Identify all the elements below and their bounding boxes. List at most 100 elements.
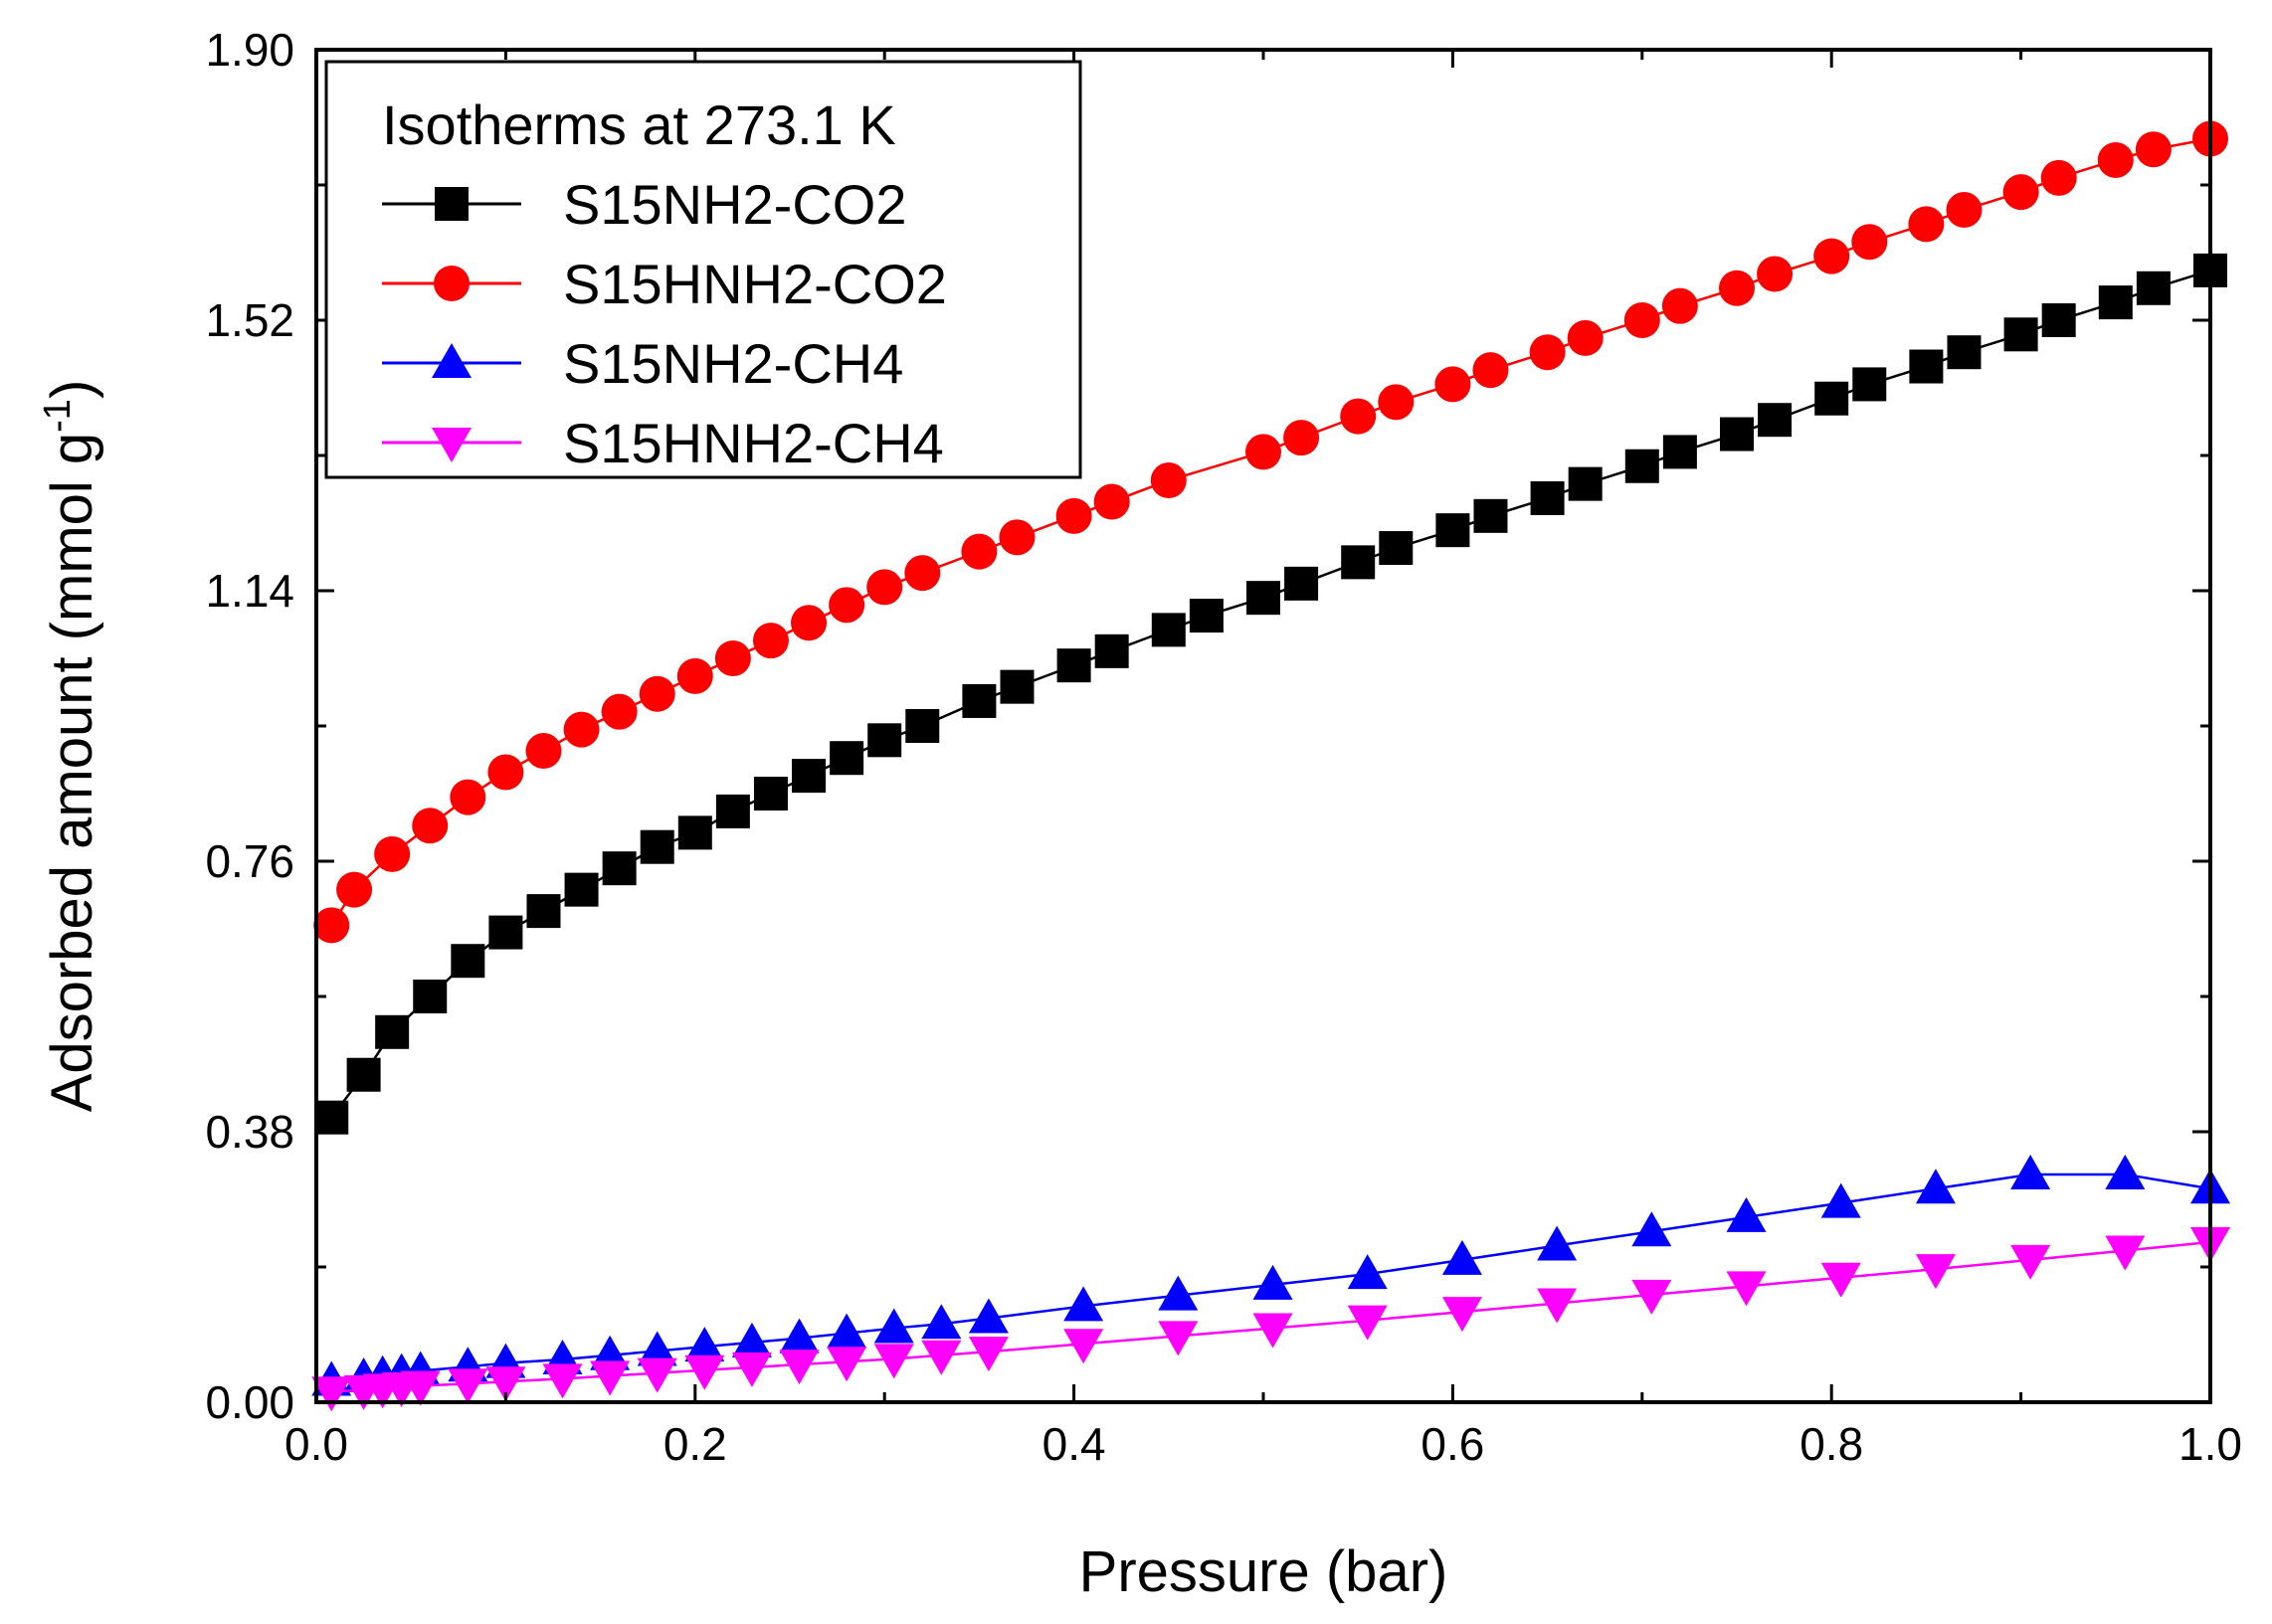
data-point (962, 683, 997, 718)
data-point (346, 1057, 381, 1092)
x-tick-label: 0.6 (1420, 1418, 1484, 1470)
data-point (639, 675, 675, 712)
data-point (448, 1368, 488, 1404)
series-S15NH2-CO2 (314, 253, 2227, 1135)
data-point (827, 1347, 867, 1382)
data-point (485, 1366, 526, 1402)
data-point (314, 1100, 349, 1135)
data-point (1851, 224, 1888, 261)
data-point (1908, 206, 1945, 243)
y-tick-label: 0.76 (205, 835, 294, 887)
data-point (2136, 271, 2171, 305)
x-tick-label: 0.8 (1799, 1418, 1863, 1470)
legend-label: S15HNH2-CO2 (563, 253, 947, 315)
data-point (731, 1352, 772, 1387)
data-point (1347, 1254, 1388, 1290)
data-point (1340, 398, 1377, 435)
data-point (1056, 648, 1091, 683)
data-point (1820, 1262, 1861, 1298)
data-point (873, 1344, 914, 1379)
data-point (677, 815, 712, 850)
data-point (684, 1354, 725, 1390)
legend-marker (432, 343, 472, 378)
data-point (1055, 497, 1092, 534)
data-point (2097, 141, 2134, 178)
data-point (2105, 1235, 2146, 1271)
data-point (1537, 1225, 1578, 1261)
data-point (564, 872, 599, 907)
data-point (676, 657, 713, 694)
data-point (2105, 1154, 2146, 1189)
data-point (1435, 513, 1470, 548)
data-point (1726, 1196, 1767, 1232)
legend-title: Isotherms at 273.1 K (382, 93, 896, 156)
data-point (375, 1014, 410, 1049)
data-point (779, 1318, 820, 1353)
data-point (1567, 319, 1604, 356)
data-point (779, 1350, 820, 1385)
data-point (1189, 599, 1224, 633)
series-layer (311, 120, 2230, 1412)
data-point (1284, 566, 1319, 601)
data-point (1472, 352, 1509, 389)
data-point (412, 808, 449, 844)
data-point (1063, 1329, 1104, 1364)
data-point (2098, 285, 2133, 320)
legend-label: S15NH2-CO2 (563, 173, 906, 236)
data-point (1719, 270, 1755, 306)
series-S15HNH2-CO2 (313, 120, 2228, 944)
data-point (1814, 381, 1849, 416)
data-point (1820, 1182, 1861, 1218)
legend-entry: S15NH2-CH4 (382, 332, 903, 395)
data-point (829, 587, 865, 624)
data-point (1378, 384, 1415, 421)
data-point (921, 1340, 962, 1375)
data-point (968, 1298, 1009, 1334)
data-point (1245, 434, 1281, 470)
data-point (752, 623, 789, 659)
data-point (590, 1360, 631, 1396)
data-point (827, 1313, 867, 1349)
legend-marker (435, 187, 469, 221)
data-point (525, 733, 562, 770)
data-point (1151, 613, 1186, 647)
data-point (374, 835, 411, 872)
data-point (601, 693, 638, 730)
data-point (2010, 1154, 2051, 1189)
data-point (413, 980, 448, 1013)
y-tick-label: 1.52 (205, 294, 294, 346)
x-tick-label: 0.0 (284, 1418, 348, 1470)
data-point (1631, 1279, 1672, 1315)
legend-label: S15HNH2-CH4 (563, 412, 944, 474)
x-tick-label: 0.4 (1042, 1418, 1106, 1470)
data-point (1726, 1271, 1767, 1307)
data-point (2003, 317, 2038, 352)
legend-entry: S15HNH2-CO2 (382, 253, 947, 315)
data-point (640, 829, 674, 864)
data-point (921, 1304, 962, 1340)
data-point (873, 1308, 914, 1344)
legend-marker (432, 428, 472, 462)
data-point (2002, 174, 2039, 211)
y-axis-title-main: Adsorbed amount (mmol g (40, 433, 104, 1112)
y-axis-title-suffix: ) (40, 380, 104, 399)
data-point (563, 711, 600, 748)
data-point (1063, 1286, 1104, 1322)
data-point (602, 851, 637, 886)
data-point (400, 1370, 441, 1406)
data-point (542, 1363, 583, 1399)
data-point (1915, 1169, 1956, 1204)
data-point (2135, 131, 2172, 168)
data-point (1379, 531, 1414, 566)
data-point (1093, 483, 1130, 520)
data-point (999, 519, 1036, 556)
data-point (1158, 1321, 1199, 1356)
y-tick-label: 0.38 (205, 1106, 294, 1158)
series-S15HNH2-CH4 (311, 1226, 2230, 1412)
y-axis-title-superscript: -1 (37, 399, 79, 433)
data-point (1150, 462, 1187, 499)
data-point (1347, 1305, 1388, 1341)
data-point (637, 1331, 677, 1366)
data-point (753, 777, 788, 811)
